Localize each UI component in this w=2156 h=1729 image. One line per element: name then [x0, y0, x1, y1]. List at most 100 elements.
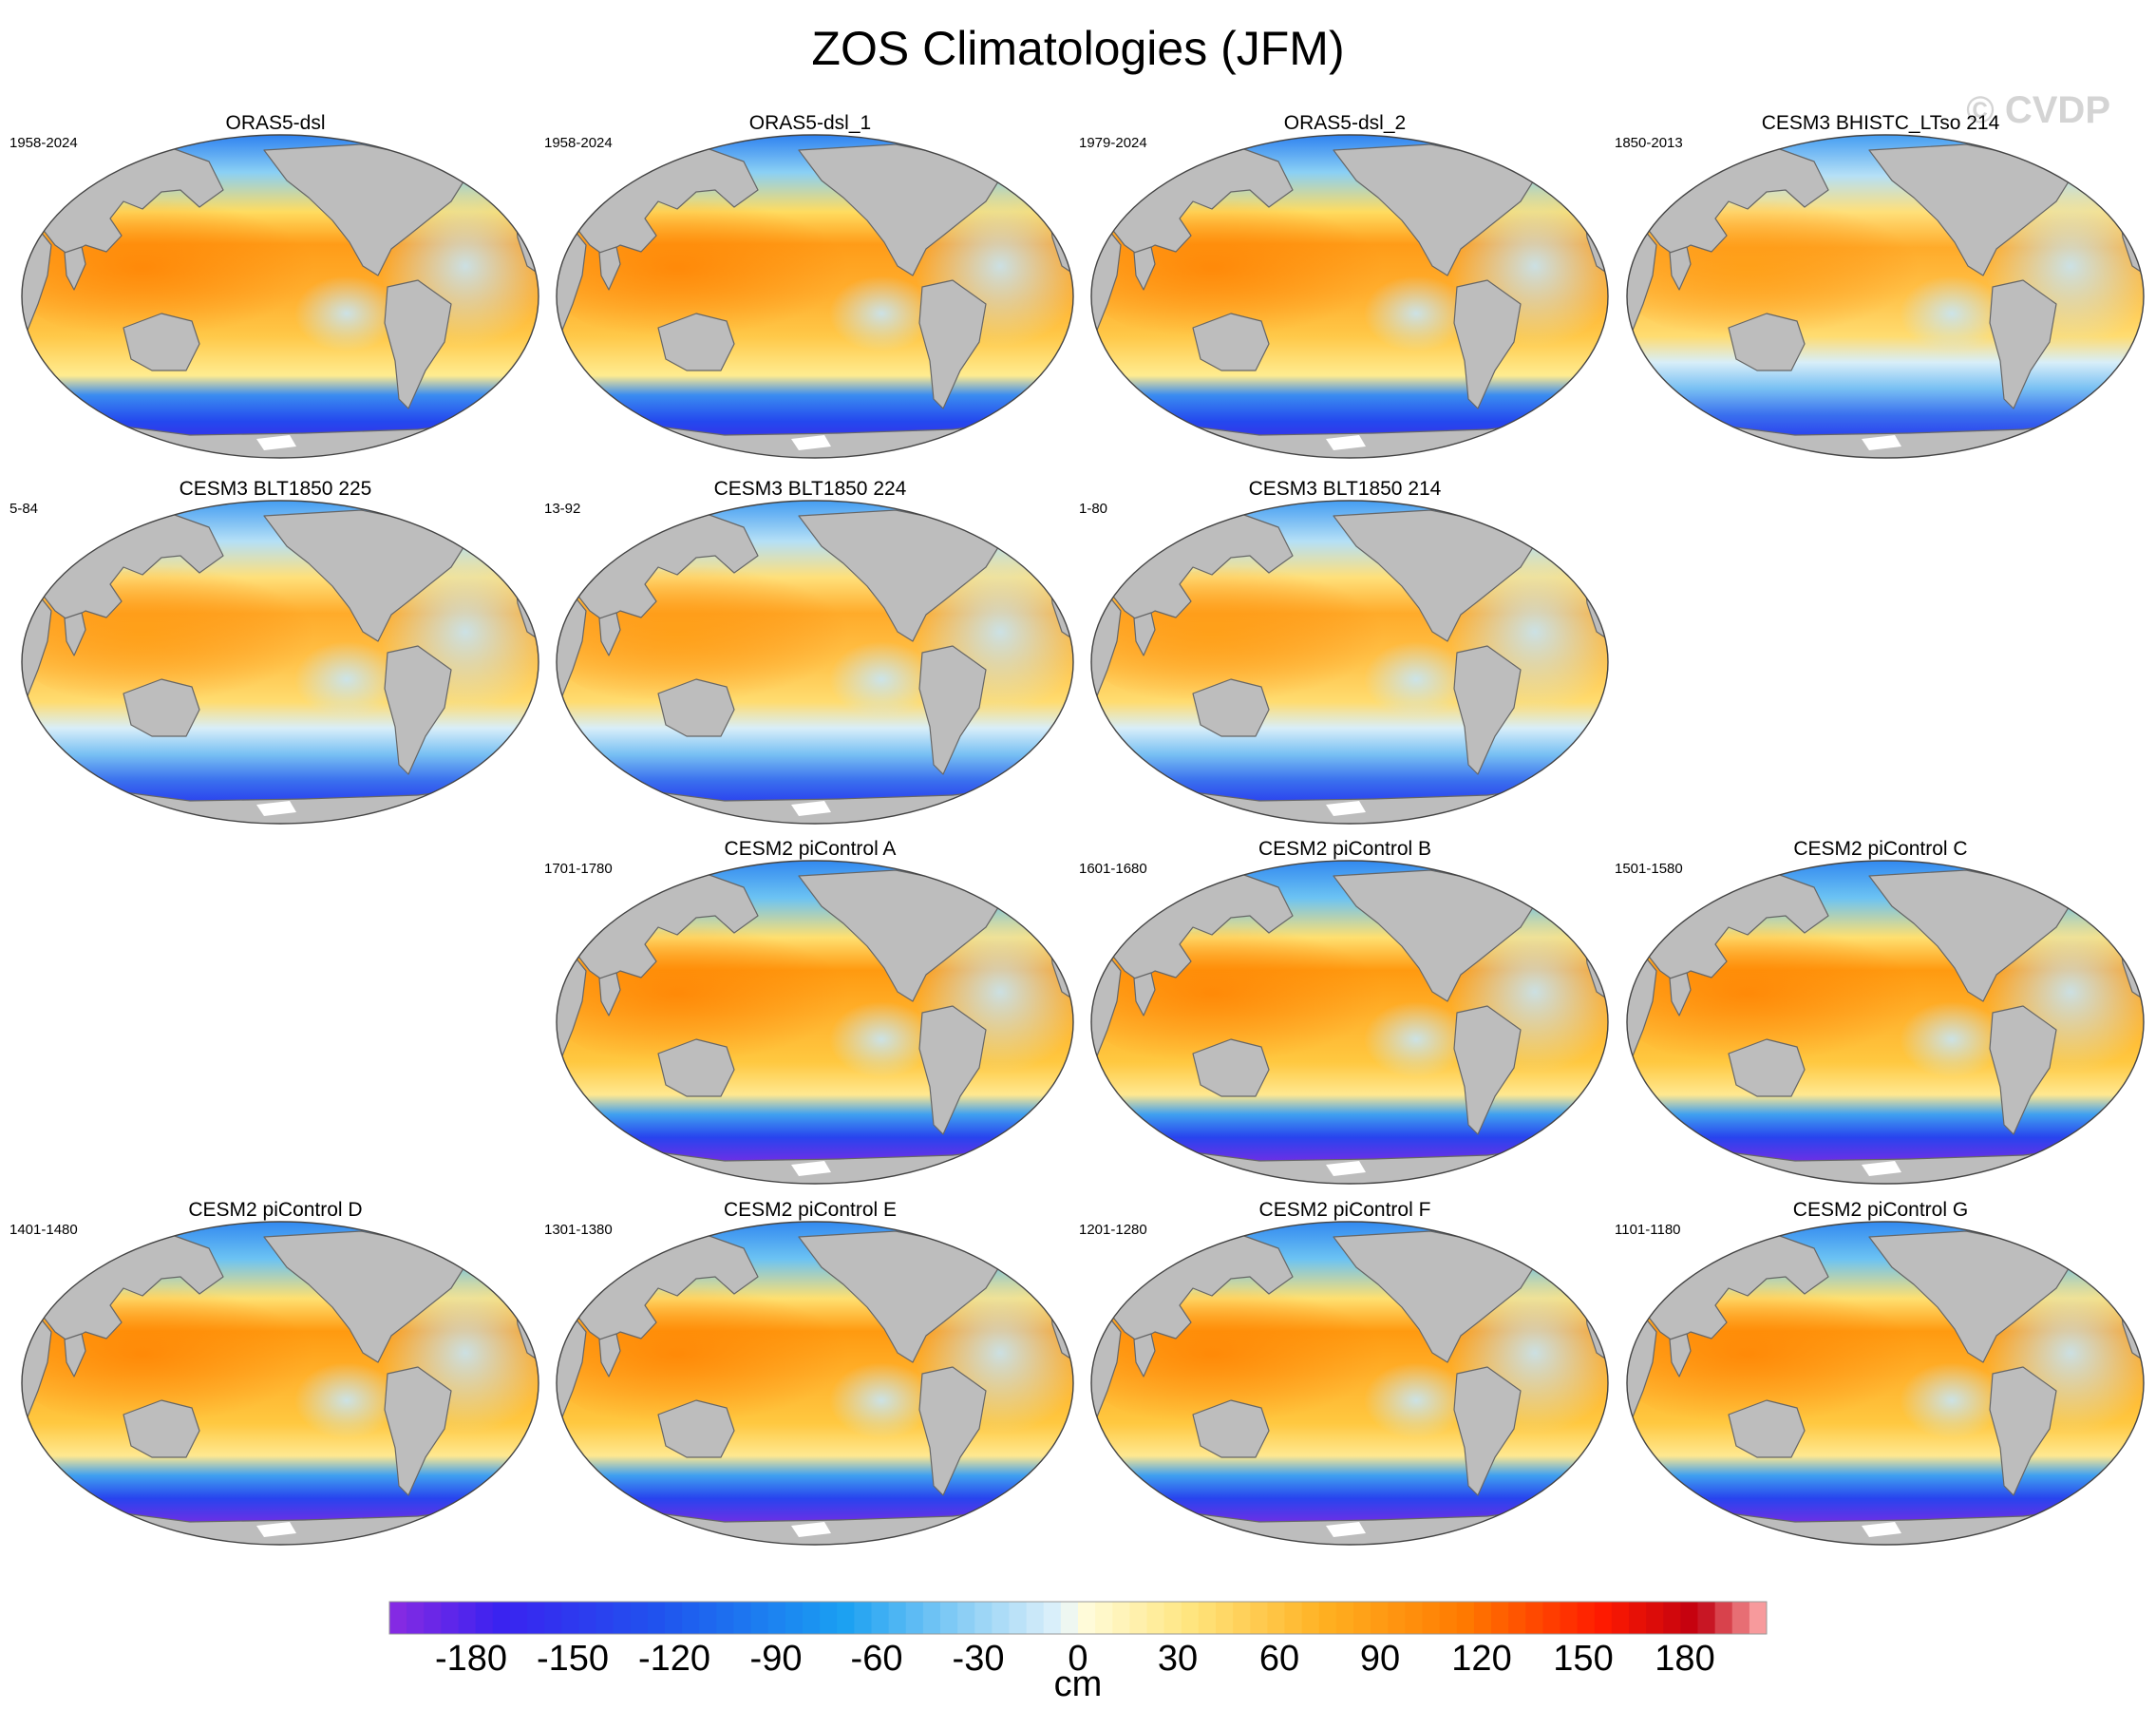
colorbar-box: [561, 1602, 579, 1634]
map-panel-oras5-dsl-1: ORAS5-dsl_1 1958-2024: [544, 112, 1076, 464]
map-content: [22, 135, 539, 458]
colorbar-tick-label: 120: [1451, 1639, 1512, 1679]
australia-land: [657, 678, 735, 737]
colorbar-box: [750, 1602, 769, 1634]
colorbar-tick-label: 180: [1655, 1639, 1715, 1679]
colorbar-box: [407, 1602, 425, 1634]
panel-years: 1301-1380: [544, 1222, 613, 1238]
colorbar-box: [424, 1602, 442, 1634]
panel-title: ORAS5-dsl_2: [1283, 112, 1407, 134]
east-pacific-pale-region: [1364, 276, 1468, 352]
east-pacific-pale-region: [294, 276, 399, 352]
south-america-land: [918, 1005, 987, 1135]
map-border: [1090, 1221, 1609, 1546]
colorbar-box: [785, 1602, 804, 1634]
panel-title: CESM2 piControl C: [1793, 838, 1968, 860]
colorbar-frame: [388, 1601, 1768, 1635]
map-border: [1090, 134, 1609, 459]
panel-years: 1501-1580: [1615, 861, 1683, 877]
colorbar-box: [492, 1602, 511, 1634]
map-content: [1091, 501, 1608, 824]
antarctic-gap: [256, 435, 296, 450]
panel-title: CESM2 piControl A: [724, 838, 897, 860]
map-content: [22, 1222, 539, 1545]
india-land: [1133, 972, 1156, 1016]
panel-title: ORAS5-dsl_1: [748, 112, 872, 134]
colorbar-box: [578, 1602, 596, 1634]
zos-map: [1090, 1221, 1609, 1546]
south-america-land: [1453, 1366, 1522, 1496]
south-america-land: [1453, 645, 1522, 775]
panel-years: 1701-1780: [544, 861, 613, 877]
australia-land: [1728, 1399, 1806, 1458]
east-pacific-pale-region: [1364, 1362, 1468, 1438]
map-border: [556, 860, 1074, 1185]
india-land: [1133, 1333, 1156, 1378]
colorbar-box: [905, 1602, 924, 1634]
colorbar-box: [922, 1602, 941, 1634]
colorbar-box: [1422, 1602, 1441, 1634]
colorbar-box: [1473, 1602, 1492, 1634]
colorbar-box: [1646, 1602, 1664, 1634]
colorbar-box: [733, 1602, 752, 1634]
greenland-land: [1013, 1225, 1068, 1276]
antarctic-gap: [256, 1522, 296, 1537]
colorbar-box: [940, 1602, 958, 1634]
colorbar-units: cm: [1053, 1664, 1103, 1704]
map-panel-cesm3-blt1850-225: CESM3 BLT1850 225 5-84: [9, 478, 541, 829]
colorbar-box: [1233, 1602, 1251, 1634]
australia-land: [1192, 678, 1270, 737]
south-america-land: [1989, 1366, 2057, 1496]
greenland-land: [479, 138, 533, 189]
greenland-land: [1013, 504, 1068, 555]
colorbar-box: [1146, 1602, 1165, 1634]
colorbar-box: [1043, 1602, 1062, 1634]
colorbar-box: [1456, 1602, 1475, 1634]
colorbar-box: [803, 1602, 821, 1634]
map-border: [1090, 860, 1609, 1185]
india-land: [64, 1333, 86, 1378]
colorbar-box: [854, 1602, 872, 1634]
map-border: [1626, 860, 2145, 1185]
australia-land: [123, 313, 200, 371]
india-land: [598, 246, 621, 291]
zos-map: [556, 134, 1074, 459]
east-pacific-pale-region: [1364, 641, 1468, 717]
colorbar-box: [1439, 1602, 1458, 1634]
colorbar-box: [1560, 1602, 1579, 1634]
colorbar-box: [647, 1602, 666, 1634]
australia-land: [1728, 1038, 1806, 1097]
colorbar-box: [1318, 1602, 1337, 1634]
australia-land: [1192, 1399, 1270, 1458]
colorbar-tick-label: 150: [1553, 1639, 1614, 1679]
panel-title: CESM2 piControl D: [188, 1199, 363, 1221]
figure-title: ZOS Climatologies (JFM): [811, 22, 1345, 75]
map-panel-cesm3-blt1850-224: CESM3 BLT1850 224 13-92: [544, 478, 1076, 829]
india-land: [64, 612, 86, 656]
map-content: [557, 501, 1073, 824]
map-panel-cesm2-picontrol-f: CESM2 piControl F 1201-1280: [1079, 1199, 1611, 1550]
colorbar-tick-label: 0: [1068, 1639, 1088, 1679]
map-panel-cesm2-picontrol-c: CESM2 piControl C 1501-1580: [1615, 838, 2147, 1189]
colorbar-box: [458, 1602, 477, 1634]
south-america-land: [918, 279, 987, 409]
colorbar-box: [1284, 1602, 1303, 1634]
map-content: [1091, 1222, 1608, 1545]
colorbar-box: [871, 1602, 890, 1634]
colorbar-box: [1663, 1602, 1681, 1634]
map-panel-cesm2-picontrol-b: CESM2 piControl B 1601-1680: [1079, 838, 1611, 1189]
colorbar-box: [1525, 1602, 1543, 1634]
colorbar-box: [509, 1602, 528, 1634]
australia-land: [1192, 1038, 1270, 1097]
panel-years: 1-80: [1079, 501, 1108, 517]
map-border: [556, 500, 1074, 825]
map-content: [1627, 1222, 2144, 1545]
map-border: [556, 134, 1074, 459]
colorbar-box: [1714, 1602, 1733, 1634]
east-pacific-pale-region: [1900, 1362, 2004, 1438]
south-america-land: [918, 645, 987, 775]
panel-title: CESM3 BLT1850 214: [1248, 478, 1442, 500]
zos-map: [1090, 500, 1609, 825]
panel-years: 1958-2024: [9, 135, 78, 151]
colorbar-box: [527, 1602, 545, 1634]
